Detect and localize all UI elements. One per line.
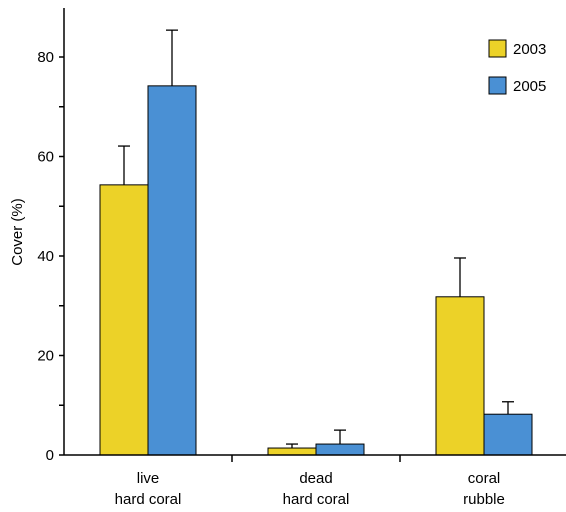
bar-2003-1 <box>267 447 317 456</box>
bar-2005-0 <box>147 85 197 456</box>
legend: 2003 2005 <box>488 39 546 95</box>
y-tick-label: 20 <box>37 348 54 365</box>
category-labels: live hard coral dead hard coral coral rubble <box>115 470 505 508</box>
legend-swatch-2003 <box>488 39 507 58</box>
category-label-line: rubble <box>463 491 505 508</box>
bar-2005-2 <box>483 413 533 456</box>
category-label-line: live <box>137 470 160 487</box>
x-ticks <box>231 455 401 462</box>
legend-swatch-2005 <box>488 76 507 95</box>
error-bars-layer <box>118 29 514 449</box>
legend-label-2003: 2003 <box>513 41 546 58</box>
y-axis-title: Cover (%) <box>9 198 26 266</box>
bar-2003-2 <box>435 296 485 456</box>
y-tick-label: 0 <box>46 447 54 464</box>
bars-layer <box>99 85 533 456</box>
category-label-line: hard coral <box>283 491 350 508</box>
category-label-line: hard coral <box>115 491 182 508</box>
category-label-0: live hard coral <box>115 470 182 508</box>
category-label-line: coral <box>468 470 501 487</box>
y-tick-label: 60 <box>37 149 54 166</box>
y-tick-label: 40 <box>37 248 54 265</box>
bar-2005-1 <box>315 443 365 456</box>
category-label-1: dead hard coral <box>283 470 350 508</box>
y-ticks: 0 20 40 60 80 <box>37 49 64 464</box>
category-label-2: coral rubble <box>463 470 505 508</box>
bar-2003-0 <box>99 184 149 456</box>
legend-label-2005: 2005 <box>513 78 546 95</box>
category-label-line: dead <box>299 470 332 487</box>
y-tick-label: 80 <box>37 49 54 66</box>
